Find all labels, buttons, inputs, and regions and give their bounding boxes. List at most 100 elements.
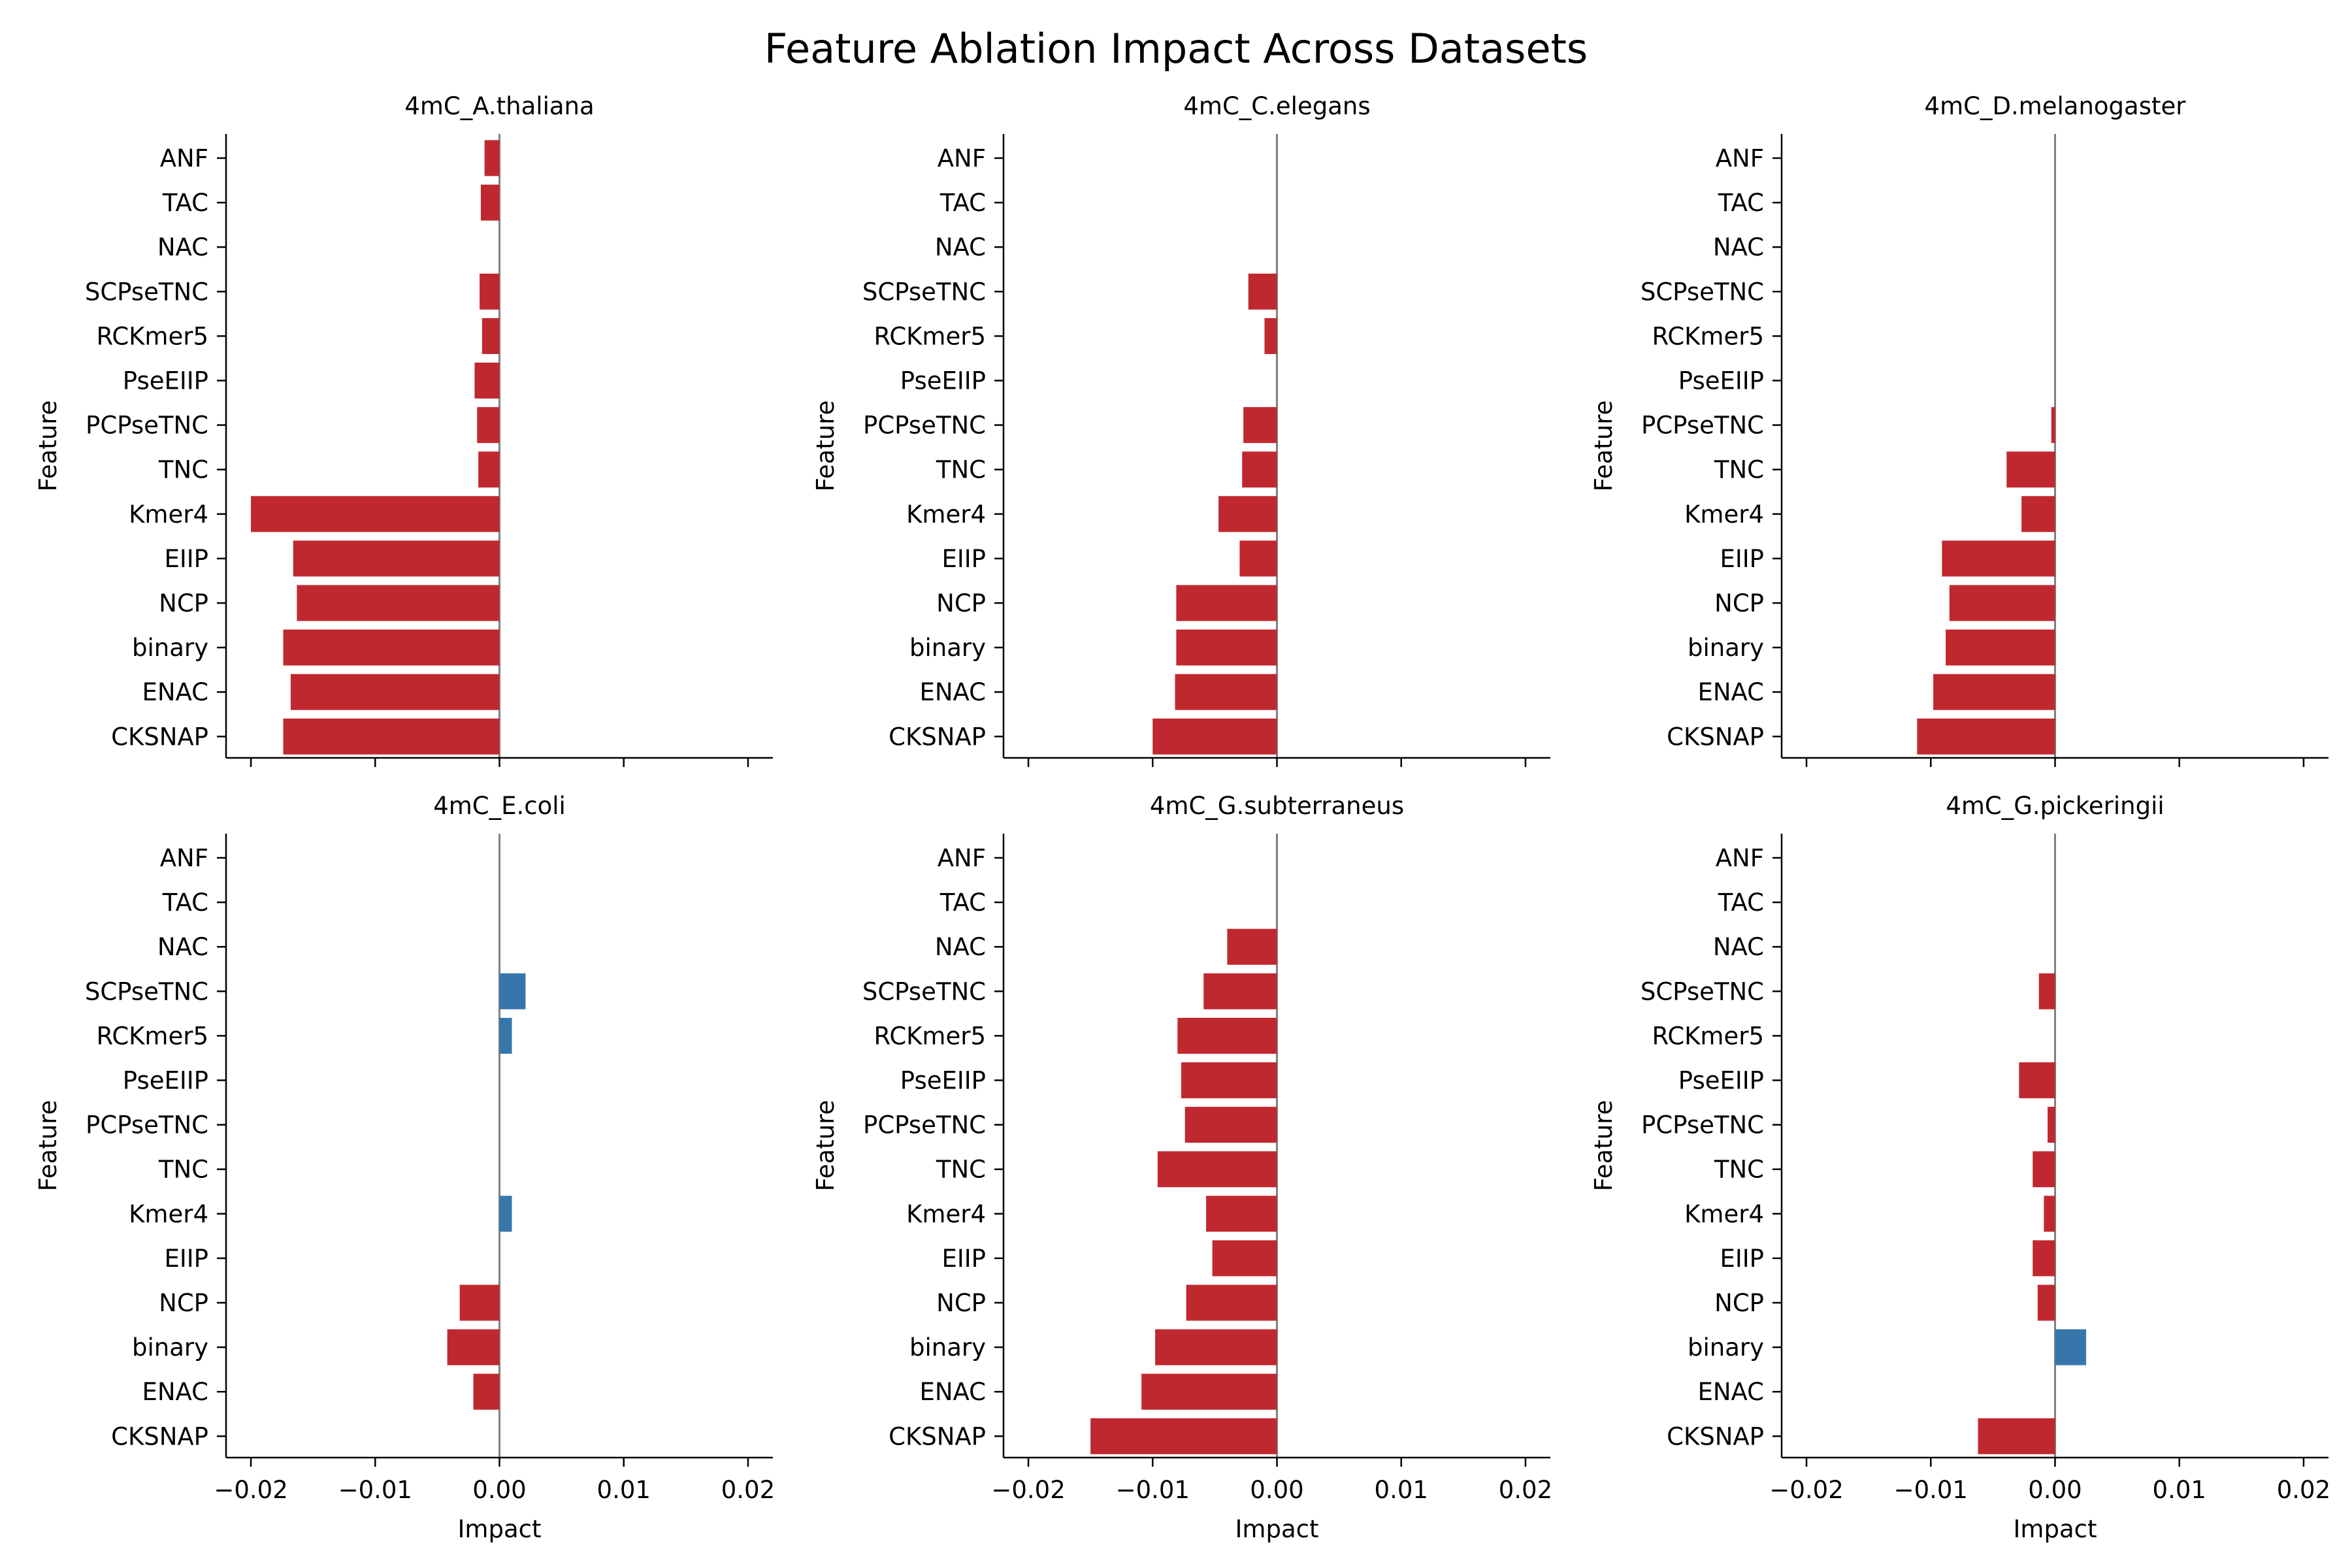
bar-tnc xyxy=(1242,451,1277,488)
x-tick-label: 0.01 xyxy=(1375,1476,1428,1504)
y-tick-label: ANF xyxy=(938,144,986,172)
bar-enac xyxy=(1141,1373,1277,1410)
y-tick-label: NAC xyxy=(1713,233,1764,261)
y-tick-label: TAC xyxy=(1718,889,1764,917)
bar-scpsetnc xyxy=(1248,273,1277,310)
x-axis-label: Impact xyxy=(458,1515,542,1543)
y-tick-label: EIIP xyxy=(164,545,208,573)
y-tick-label: PCPseTNC xyxy=(1641,412,1764,440)
y-axis-label: Feature xyxy=(811,400,840,492)
bar-eiip xyxy=(1212,1240,1277,1277)
panel-title: 4mC_G.subterraneus xyxy=(1150,792,1404,820)
bar-binary xyxy=(1155,1329,1277,1365)
y-tick-label: PCPseTNC xyxy=(86,1111,208,1139)
y-tick-label: ENAC xyxy=(919,678,986,706)
y-tick-label: ENAC xyxy=(142,678,208,706)
y-tick-label: ANF xyxy=(938,844,986,872)
y-tick-label: PseEIIP xyxy=(900,367,986,395)
bar-eiip xyxy=(293,540,500,577)
y-axis-label: Feature xyxy=(1590,400,1618,492)
y-tick-label: binary xyxy=(909,1333,986,1362)
y-axis-label: Feature xyxy=(1590,1100,1618,1192)
panel-4mc-c-elegans: 4mC_C.elegans ANF TAC NAC SCPseTNC RCKmer5 Pse… xyxy=(811,92,1550,767)
y-tick-label: Kmer4 xyxy=(1684,1200,1764,1228)
bar-pseeiip xyxy=(1181,1062,1277,1098)
y-tick-label: ENAC xyxy=(1697,1378,1764,1406)
y-tick-label: binary xyxy=(132,634,208,662)
panel-title: 4mC_G.pickeringii xyxy=(1946,792,2164,820)
bar-rckmer5 xyxy=(1264,318,1277,354)
bar-tnc xyxy=(478,451,500,488)
bar-tnc xyxy=(2006,451,2055,488)
x-tick-label: 0.00 xyxy=(2028,1476,2082,1504)
y-tick-label: TNC xyxy=(936,1156,986,1184)
y-tick-label: PCPseTNC xyxy=(1641,1111,1764,1139)
bar-ncp xyxy=(1176,585,1277,621)
y-tick-label: RCKmer5 xyxy=(1652,322,1764,350)
bar-enac xyxy=(1933,674,2055,710)
bar-eiip xyxy=(2033,1240,2055,1277)
y-tick-label: NCP xyxy=(936,589,986,617)
x-tick-label: 0.01 xyxy=(597,1476,651,1504)
x-tick-label: 0.00 xyxy=(472,1476,526,1504)
bar-binary xyxy=(447,1329,500,1365)
y-tick-label: RCKmer5 xyxy=(96,1022,208,1050)
x-tick-label: 0.02 xyxy=(1499,1476,1552,1504)
panel-4mc-d-melanogaster: 4mC_D.melanogaster ANF TAC NAC SCPseTNC RCKme… xyxy=(1590,92,2328,767)
bar-binary xyxy=(1176,629,1277,666)
y-tick-label: Kmer4 xyxy=(906,500,986,529)
bar-kmer4 xyxy=(499,1196,512,1232)
y-tick-label: SCPseTNC xyxy=(85,977,208,1005)
y-tick-label: binary xyxy=(1688,1333,1764,1362)
bar-nac xyxy=(1227,928,1277,965)
y-tick-label: SCPseTNC xyxy=(85,278,208,306)
x-tick-label: −0.01 xyxy=(338,1476,412,1504)
bar-tnc xyxy=(2033,1151,2055,1188)
bar-pcpsetnc xyxy=(1184,1107,1277,1143)
y-tick-label: NAC xyxy=(935,233,986,261)
x-axis-label: Impact xyxy=(2014,1515,2097,1543)
panel-title: 4mC_C.elegans xyxy=(1183,92,1370,120)
bar-rckmer5 xyxy=(499,1017,512,1054)
y-tick-label: binary xyxy=(132,1333,208,1362)
y-tick-label: TNC xyxy=(158,1156,208,1184)
y-tick-label: RCKmer5 xyxy=(1652,1022,1764,1050)
bar-pcpsetnc xyxy=(477,407,500,444)
y-axis-label: Feature xyxy=(34,1100,62,1192)
y-tick-label: PCPseTNC xyxy=(86,412,208,440)
y-tick-label: PseEIIP xyxy=(123,1067,208,1095)
bar-cksnap xyxy=(1152,718,1277,755)
y-tick-label: ANF xyxy=(1716,144,1764,172)
y-tick-label: TNC xyxy=(1714,456,1764,484)
x-tick-label: 0.02 xyxy=(721,1476,775,1504)
y-tick-label: PCPseTNC xyxy=(863,412,986,440)
bar-scpsetnc xyxy=(499,973,526,1009)
x-tick-label: 0.00 xyxy=(1250,1476,1303,1504)
bar-kmer4 xyxy=(1206,1196,1277,1232)
y-tick-label: CKSNAP xyxy=(889,1422,986,1450)
y-tick-label: CKSNAP xyxy=(889,723,986,751)
y-tick-label: Kmer4 xyxy=(906,1200,986,1228)
y-tick-label: SCPseTNC xyxy=(862,278,986,306)
x-tick-label: −0.02 xyxy=(991,1476,1065,1504)
y-tick-label: NAC xyxy=(935,933,986,961)
y-tick-label: binary xyxy=(909,634,986,662)
y-tick-label: NCP xyxy=(1714,1289,1764,1317)
y-tick-label: EIIP xyxy=(941,1245,986,1273)
bar-scpsetnc xyxy=(1203,973,1277,1009)
bar-ncp xyxy=(297,585,500,621)
panel-title: 4mC_E.coli xyxy=(433,792,566,820)
bar-ncp xyxy=(2037,1284,2055,1321)
bar-eiip xyxy=(1942,540,2055,577)
y-tick-label: EIIP xyxy=(164,1245,208,1273)
y-tick-label: PseEIIP xyxy=(1678,367,1764,395)
bar-rckmer5 xyxy=(482,318,500,354)
bar-kmer4 xyxy=(1218,496,1277,532)
y-tick-label: NCP xyxy=(159,1289,208,1317)
y-tick-label: ANF xyxy=(160,144,208,172)
y-tick-label: ENAC xyxy=(1697,678,1764,706)
bar-binary xyxy=(283,629,500,666)
bar-eiip xyxy=(1239,540,1277,577)
panel-4mc-a-thaliana: 4mC_A.thaliana ANF TAC NAC SCPseTNC RCKmer5 Ps… xyxy=(34,92,773,767)
panel-4mc-g-pickeringii: 4mC_G.pickeringii ANF TAC NAC SCPseTNC RCKmer… xyxy=(1590,792,2330,1543)
